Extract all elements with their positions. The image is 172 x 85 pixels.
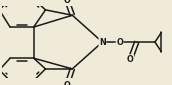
- Text: O: O: [127, 55, 134, 64]
- Text: O: O: [64, 80, 70, 85]
- Text: N: N: [99, 38, 106, 47]
- Text: O: O: [64, 0, 70, 5]
- Text: O: O: [116, 38, 123, 47]
